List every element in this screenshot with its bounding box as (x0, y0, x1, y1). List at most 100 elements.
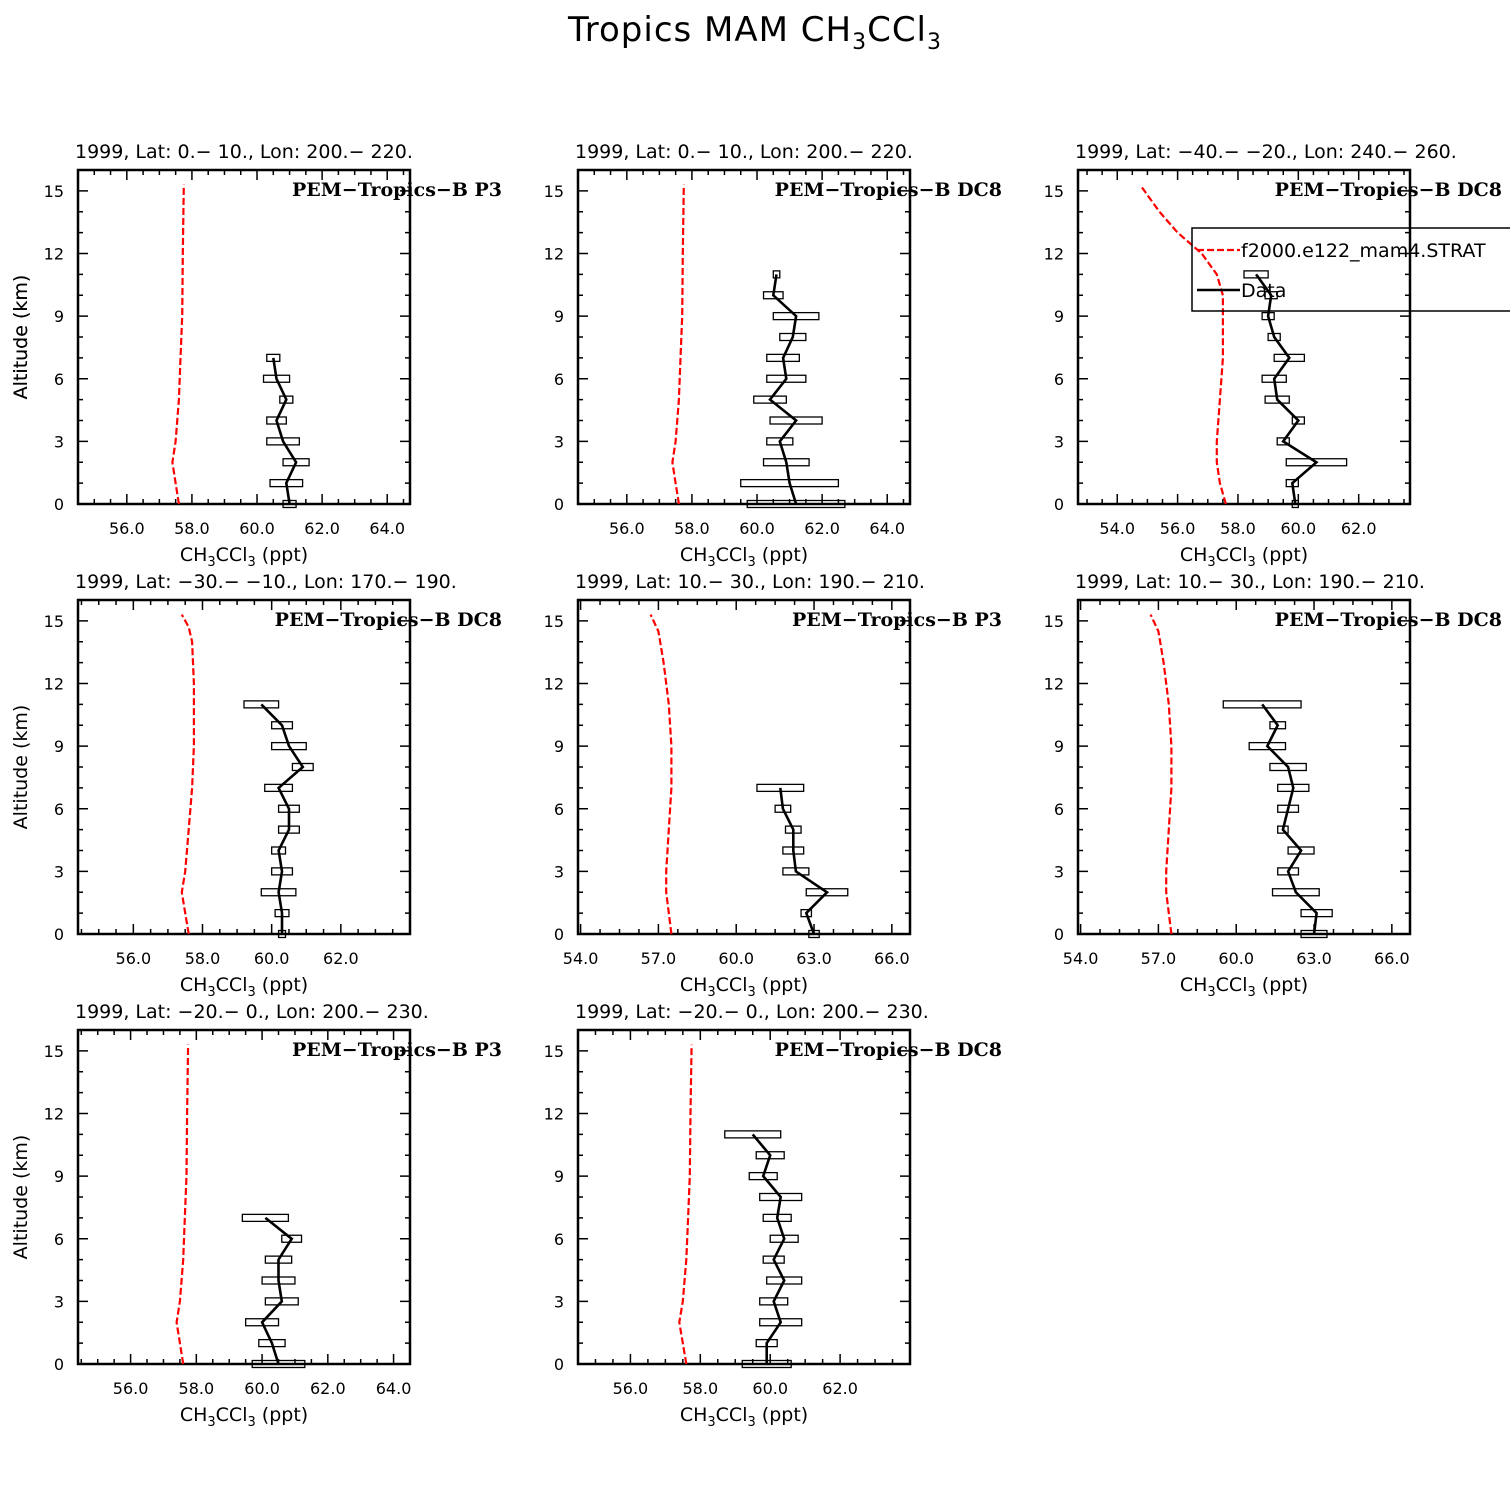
x-tick-label: 56.0 (113, 1379, 149, 1398)
data-error-box (1269, 721, 1287, 730)
x-tick-label: 57.0 (641, 949, 677, 968)
data-line (768, 274, 798, 505)
x-tick-label: 54.0 (1099, 519, 1135, 538)
y-tick-label: 12 (544, 675, 564, 694)
y-tick-label: 15 (544, 612, 564, 631)
x-axis-label: CH3​CCl3​ (ppt) (1180, 544, 1308, 570)
y-tick-label: 6 (54, 370, 64, 389)
data-error-box (1291, 416, 1306, 425)
data-error-box (1276, 437, 1290, 446)
plot-frame (76, 168, 412, 506)
plot-frame (76, 1028, 412, 1366)
y-tick-label: 0 (554, 1355, 564, 1374)
data-error-box (281, 1234, 303, 1243)
y-tick-label: 3 (554, 862, 564, 881)
x-tick-label: 62.0 (310, 1379, 346, 1398)
x-tick-label: 56.0 (613, 1379, 649, 1398)
y-tick-label: 6 (554, 370, 564, 389)
y-tick-label: 6 (1054, 370, 1064, 389)
plot-frame (576, 598, 912, 936)
x-tick-label: 64.0 (869, 519, 905, 538)
panel-1: 0 3 6 9 12 15 56.0 58.0 60.0 62.0 64.0 CH3​CCl3​ (p… (10, 141, 502, 570)
x-tick-label: 60.0 (239, 519, 275, 538)
x-axis-label: CH3​CCl3​ (ppt) (680, 1404, 808, 1430)
model-line (1149, 614, 1173, 935)
legend-box (1191, 227, 1510, 312)
y-tick-label: 15 (44, 612, 64, 631)
x-tick-label: 60.0 (1281, 519, 1317, 538)
x-tick-label: 64.0 (376, 1379, 412, 1398)
y-tick-label: 15 (1044, 612, 1064, 631)
x-tick-label: 58.0 (174, 519, 210, 538)
y-tick-label: 3 (554, 432, 564, 451)
model-line (1140, 186, 1227, 505)
panel-6: 0 3 6 9 12 15 54.0 57.0 60.0 63.0 66.0 CH3​CCl3​ (p… (1044, 571, 1502, 1000)
y-tick-label: 12 (44, 675, 64, 694)
plot-frame (1076, 598, 1412, 936)
x-tick-label: 56.0 (109, 519, 145, 538)
y-tick-label: 9 (1054, 307, 1064, 326)
y-tick-label: 0 (1054, 495, 1064, 514)
y-tick-label: 6 (554, 800, 564, 819)
data-error-box (1243, 270, 1269, 279)
y-tick-label: 0 (54, 1355, 64, 1374)
y-tick-label: 9 (1054, 737, 1064, 756)
y-tick-label: 12 (44, 1105, 64, 1124)
data-line (1261, 703, 1318, 935)
campaign-label: PEM−Tropics−B DC8 (775, 1039, 1002, 1061)
y-tick-label: 15 (544, 1042, 564, 1061)
legend-model-label: f2000.e122_mam4.STRAT (1241, 240, 1486, 262)
x-axis-label: CH3​CCl3​ (ppt) (180, 544, 308, 570)
y-tick-label: 15 (44, 1042, 64, 1061)
x-tick-label: 63.0 (1296, 949, 1332, 968)
figure-title: Tropics MAM CH3CCl3 (567, 10, 943, 55)
campaign-label: PEM−Tropics−B DC8 (275, 609, 502, 631)
data-line (260, 703, 305, 934)
data-line (1255, 273, 1319, 505)
y-tick-label: 15 (44, 182, 64, 201)
x-tick-label: 60.0 (1218, 949, 1254, 968)
panel-5: 0 3 6 9 12 15 54.0 57.0 60.0 63.0 66.0 CH3​CCl3​ (p… (544, 571, 1002, 1000)
y-tick-label: 6 (554, 1230, 564, 1249)
x-tick-label: 56.0 (116, 949, 152, 968)
x-tick-label: 63.0 (796, 949, 832, 968)
panel-8: 0 3 6 9 12 15 56.0 58.0 60.0 62.0 CH3​CCl3​ (ppt) 1… (544, 1001, 1002, 1430)
y-axis-label: Altitude (km) (10, 275, 32, 400)
campaign-label: PEM−Tropics−B P3 (792, 609, 1002, 631)
data-error-box (1285, 458, 1348, 467)
x-tick-label: 64.0 (369, 519, 405, 538)
plot-frame (576, 1028, 912, 1366)
data-error-box (1287, 846, 1315, 855)
data-error-box (241, 1213, 290, 1223)
y-tick-label: 9 (54, 1167, 64, 1186)
panel-7: 0 3 6 9 12 15 56.0 58.0 60.0 62.0 64.0 CH3​CCl3​ (p… (10, 1001, 502, 1430)
model-line (671, 184, 685, 505)
campaign-label: PEM−Tropics−B DC8 (1275, 179, 1502, 201)
panel-region-label: 1999, Lat: 0.− 10., Lon: 200.− 220. (75, 141, 413, 163)
plot-frame (1076, 168, 1412, 506)
x-tick-label: 62.0 (1341, 519, 1377, 538)
panel-region-label: 1999, Lat: 10.− 30., Lon: 190.− 210. (575, 571, 925, 593)
y-tick-label: 12 (44, 245, 64, 264)
data-error-box (291, 762, 314, 772)
y-tick-label: 3 (554, 1292, 564, 1311)
x-tick-label: 54.0 (1063, 949, 1099, 968)
x-axis-label: CH3​CCl3​ (ppt) (180, 1404, 308, 1430)
y-tick-label: 0 (1054, 925, 1064, 944)
data-error-box (282, 458, 310, 467)
y-tick-label: 3 (1054, 862, 1064, 881)
y-tick-label: 3 (54, 432, 64, 451)
x-tick-label: 66.0 (1374, 949, 1410, 968)
y-tick-label: 9 (54, 737, 64, 756)
y-tick-label: 9 (54, 307, 64, 326)
y-tick-label: 3 (54, 1292, 64, 1311)
legend-data-label: Data (1241, 280, 1286, 302)
data-error-box (244, 1318, 280, 1327)
y-axis-label: Altitude (km) (10, 1135, 32, 1260)
data-line (272, 357, 298, 505)
y-tick-label: 9 (554, 737, 564, 756)
y-tick-label: 9 (554, 1167, 564, 1186)
y-tick-label: 3 (54, 862, 64, 881)
y-tick-label: 6 (1054, 800, 1064, 819)
data-error-box (1273, 353, 1306, 363)
